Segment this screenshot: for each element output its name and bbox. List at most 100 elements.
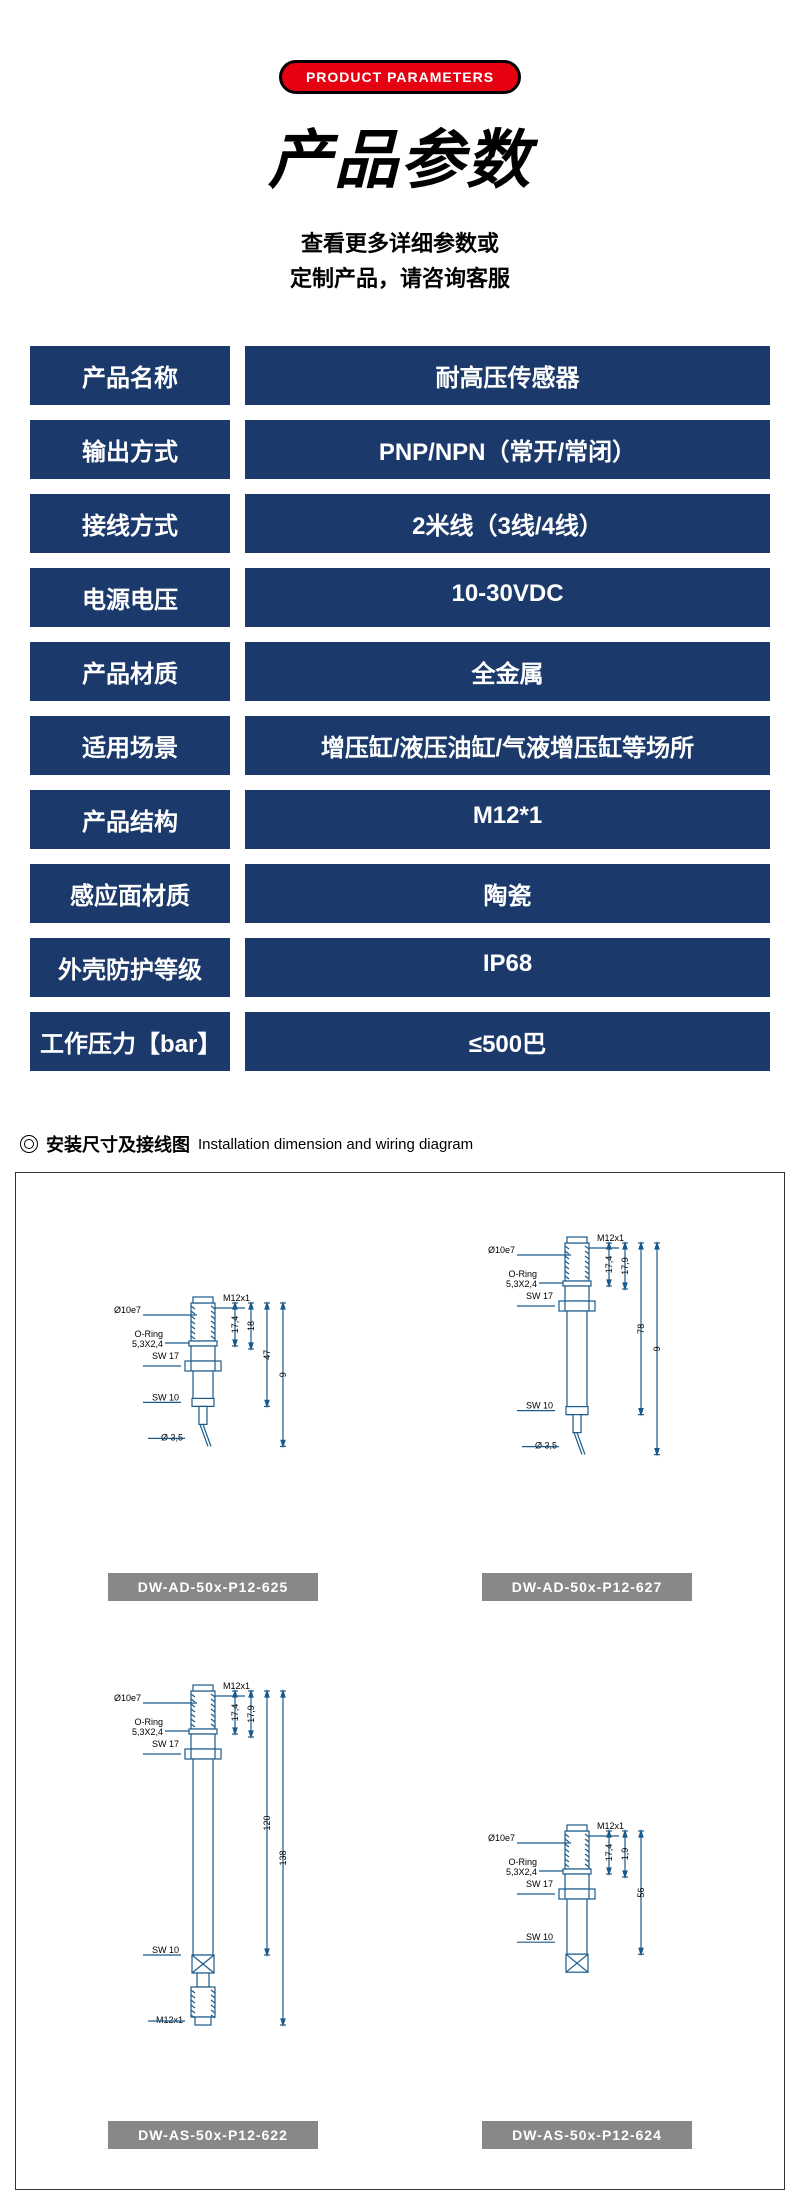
svg-text:Ø 3,5: Ø 3,5 (161, 1433, 183, 1443)
page-title: 产品参数 (0, 109, 800, 201)
header-section: PRODUCT PARAMETERS 产品参数 查看更多详细参数或 定制产品，请… (0, 0, 800, 326)
subtitle-line1: 查看更多详细参数或 (0, 226, 800, 261)
svg-text:17,4: 17,4 (230, 1704, 240, 1722)
diagram-drawing: M12x1 Ø10e7 O-Ring5,3X2,4 SW 17 SW 10 M12x1 17… (73, 1661, 353, 2101)
param-label: 产品名称 (30, 346, 230, 405)
model-label: DW-AD-50x-P12-625 (108, 1573, 319, 1601)
svg-text:18: 18 (246, 1321, 256, 1331)
svg-text:SW 10: SW 10 (152, 1393, 179, 1403)
param-label: 工作压力【bar】 (30, 1012, 230, 1071)
param-label: 适用场景 (30, 716, 230, 775)
diagram-cell: M12x1 Ø10e7 O-Ring5,3X2,4 SW 17 SW 10 Ø 3,5 17… (46, 1213, 380, 1601)
product-parameters-badge: PRODUCT PARAMETERS (279, 60, 521, 94)
param-label: 产品材质 (30, 642, 230, 701)
diagram-drawing: M12x1 Ø10e7 O-Ring5,3X2,4 SW 17 SW 10 17,4 1,9… (447, 1661, 727, 2101)
sensor-diagram-svg: M12x1 Ø10e7 O-Ring5,3X2,4 SW 17 SW 10 M12x1 17… (73, 1661, 353, 2101)
param-value: ≤500巴 (245, 1012, 770, 1071)
model-label: DW-AS-50x-P12-622 (108, 2121, 318, 2149)
circle-icon (20, 1135, 38, 1153)
param-value: 陶瓷 (245, 864, 770, 923)
subtitle-line2: 定制产品，请咨询客服 (0, 261, 800, 296)
model-label: DW-AD-50x-P12-627 (482, 1573, 693, 1601)
svg-text:SW 17: SW 17 (526, 1879, 553, 1889)
param-value: PNP/NPN（常开/常闭） (245, 420, 770, 479)
svg-text:56: 56 (636, 1888, 646, 1898)
svg-text:9: 9 (652, 1347, 662, 1352)
param-label: 电源电压 (30, 568, 230, 627)
svg-text:M12x1: M12x1 (597, 1821, 624, 1831)
svg-text:17,4: 17,4 (230, 1316, 240, 1334)
svg-text:5,3X2,4: 5,3X2,4 (132, 1339, 163, 1349)
svg-text:5,3X2,4: 5,3X2,4 (506, 1867, 537, 1877)
svg-text:M12x1: M12x1 (156, 2015, 183, 2025)
param-label: 外壳防护等级 (30, 938, 230, 997)
param-label: 输出方式 (30, 420, 230, 479)
param-row: 适用场景 增压缸/液压油缸/气液增压缸等场所 (30, 716, 770, 775)
diagram-cell: M12x1 Ø10e7 O-Ring5,3X2,4 SW 17 SW 10 Ø 3,5 17… (420, 1213, 754, 1601)
svg-text:SW 10: SW 10 (526, 1933, 553, 1943)
svg-text:17,4: 17,4 (604, 1844, 614, 1862)
svg-text:SW 17: SW 17 (152, 1739, 179, 1749)
param-label: 感应面材质 (30, 864, 230, 923)
svg-text:Ø10e7: Ø10e7 (488, 1245, 515, 1255)
param-row: 输出方式 PNP/NPN（常开/常闭） (30, 420, 770, 479)
svg-text:78: 78 (636, 1324, 646, 1334)
param-value: 增压缸/液压油缸/气液增压缸等场所 (245, 716, 770, 775)
svg-text:17,9: 17,9 (246, 1706, 256, 1724)
model-label: DW-AS-50x-P12-624 (482, 2121, 692, 2149)
svg-text:138: 138 (278, 1851, 288, 1866)
svg-text:5,3X2,4: 5,3X2,4 (506, 1279, 537, 1289)
svg-text:Ø 3,5: Ø 3,5 (535, 1441, 557, 1451)
svg-text:Ø10e7: Ø10e7 (114, 1693, 141, 1703)
svg-text:SW 10: SW 10 (526, 1401, 553, 1411)
param-row: 产品结构 M12*1 (30, 790, 770, 849)
svg-text:17,9: 17,9 (620, 1258, 630, 1276)
svg-text:M12x1: M12x1 (223, 1293, 250, 1303)
diagram-drawing: M12x1 Ø10e7 O-Ring5,3X2,4 SW 17 SW 10 Ø 3,5 17… (447, 1213, 727, 1553)
diagrams-grid: M12x1Ø10e7O-Ring5,3X2,4SW 17SW 10Ø 3,517… (15, 1172, 785, 2190)
section-title-cn: 安装尺寸及接线图 (46, 1131, 190, 1157)
param-value: 10-30VDC (245, 568, 770, 627)
svg-text:1,9: 1,9 (620, 1848, 630, 1861)
param-row: 外壳防护等级 IP68 (30, 938, 770, 997)
sensor-diagram-svg: M12x1 Ø10e7 O-Ring5,3X2,4 SW 17 SW 10 Ø 3,5 17… (73, 1273, 353, 1553)
param-row: 产品材质 全金属 (30, 642, 770, 701)
svg-text:Ø10e7: Ø10e7 (488, 1833, 515, 1843)
svg-text:O-Ring: O-Ring (134, 1329, 163, 1339)
svg-text:17,4: 17,4 (604, 1256, 614, 1274)
params-table: 产品名称 耐高压传感器 输出方式 PNP/NPN（常开/常闭） 接线方式 2米线… (0, 326, 800, 1106)
param-value: 耐高压传感器 (245, 346, 770, 405)
param-value: 全金属 (245, 642, 770, 701)
svg-text:9: 9 (278, 1373, 288, 1378)
svg-text:SW 17: SW 17 (526, 1291, 553, 1301)
diagram-cell: M12x1 Ø10e7 O-Ring5,3X2,4 SW 17 SW 10 17,4 1,9… (420, 1661, 754, 2149)
subtitle: 查看更多详细参数或 定制产品，请咨询客服 (0, 226, 800, 296)
sensor-diagram-svg: M12x1 Ø10e7 O-Ring5,3X2,4 SW 17 SW 10 17,4 1,9… (447, 1801, 727, 2101)
param-label: 产品结构 (30, 790, 230, 849)
param-value: M12*1 (245, 790, 770, 849)
param-row: 工作压力【bar】 ≤500巴 (30, 1012, 770, 1071)
param-value: 2米线（3线/4线） (245, 494, 770, 553)
param-row: 产品名称 耐高压传感器 (30, 346, 770, 405)
svg-text:O-Ring: O-Ring (134, 1717, 163, 1727)
svg-text:SW 17: SW 17 (152, 1351, 179, 1361)
diagram-drawing: M12x1 Ø10e7 O-Ring5,3X2,4 SW 17 SW 10 Ø 3,5 17… (73, 1213, 353, 1553)
svg-text:M12x1: M12x1 (597, 1233, 624, 1243)
svg-text:5,3X2,4: 5,3X2,4 (132, 1727, 163, 1737)
svg-text:47: 47 (262, 1350, 272, 1360)
param-row: 接线方式 2米线（3线/4线） (30, 494, 770, 553)
param-row: 电源电压 10-30VDC (30, 568, 770, 627)
section-title-en: Installation dimension and wiring diagra… (198, 1136, 473, 1153)
svg-text:Ø10e7: Ø10e7 (114, 1305, 141, 1315)
svg-text:SW 10: SW 10 (152, 1945, 179, 1955)
param-value: IP68 (245, 938, 770, 997)
svg-text:O-Ring: O-Ring (508, 1269, 537, 1279)
svg-text:M12x1: M12x1 (223, 1681, 250, 1691)
param-label: 接线方式 (30, 494, 230, 553)
diagram-cell: M12x1 Ø10e7 O-Ring5,3X2,4 SW 17 SW 10 M12x1 17… (46, 1661, 380, 2149)
svg-text:O-Ring: O-Ring (508, 1857, 537, 1867)
svg-text:120: 120 (262, 1816, 272, 1831)
section-header: 安装尺寸及接线图 Installation dimension and wiri… (0, 1106, 800, 1172)
param-row: 感应面材质 陶瓷 (30, 864, 770, 923)
sensor-diagram-svg: M12x1 Ø10e7 O-Ring5,3X2,4 SW 17 SW 10 Ø 3,5 17… (447, 1213, 727, 1553)
